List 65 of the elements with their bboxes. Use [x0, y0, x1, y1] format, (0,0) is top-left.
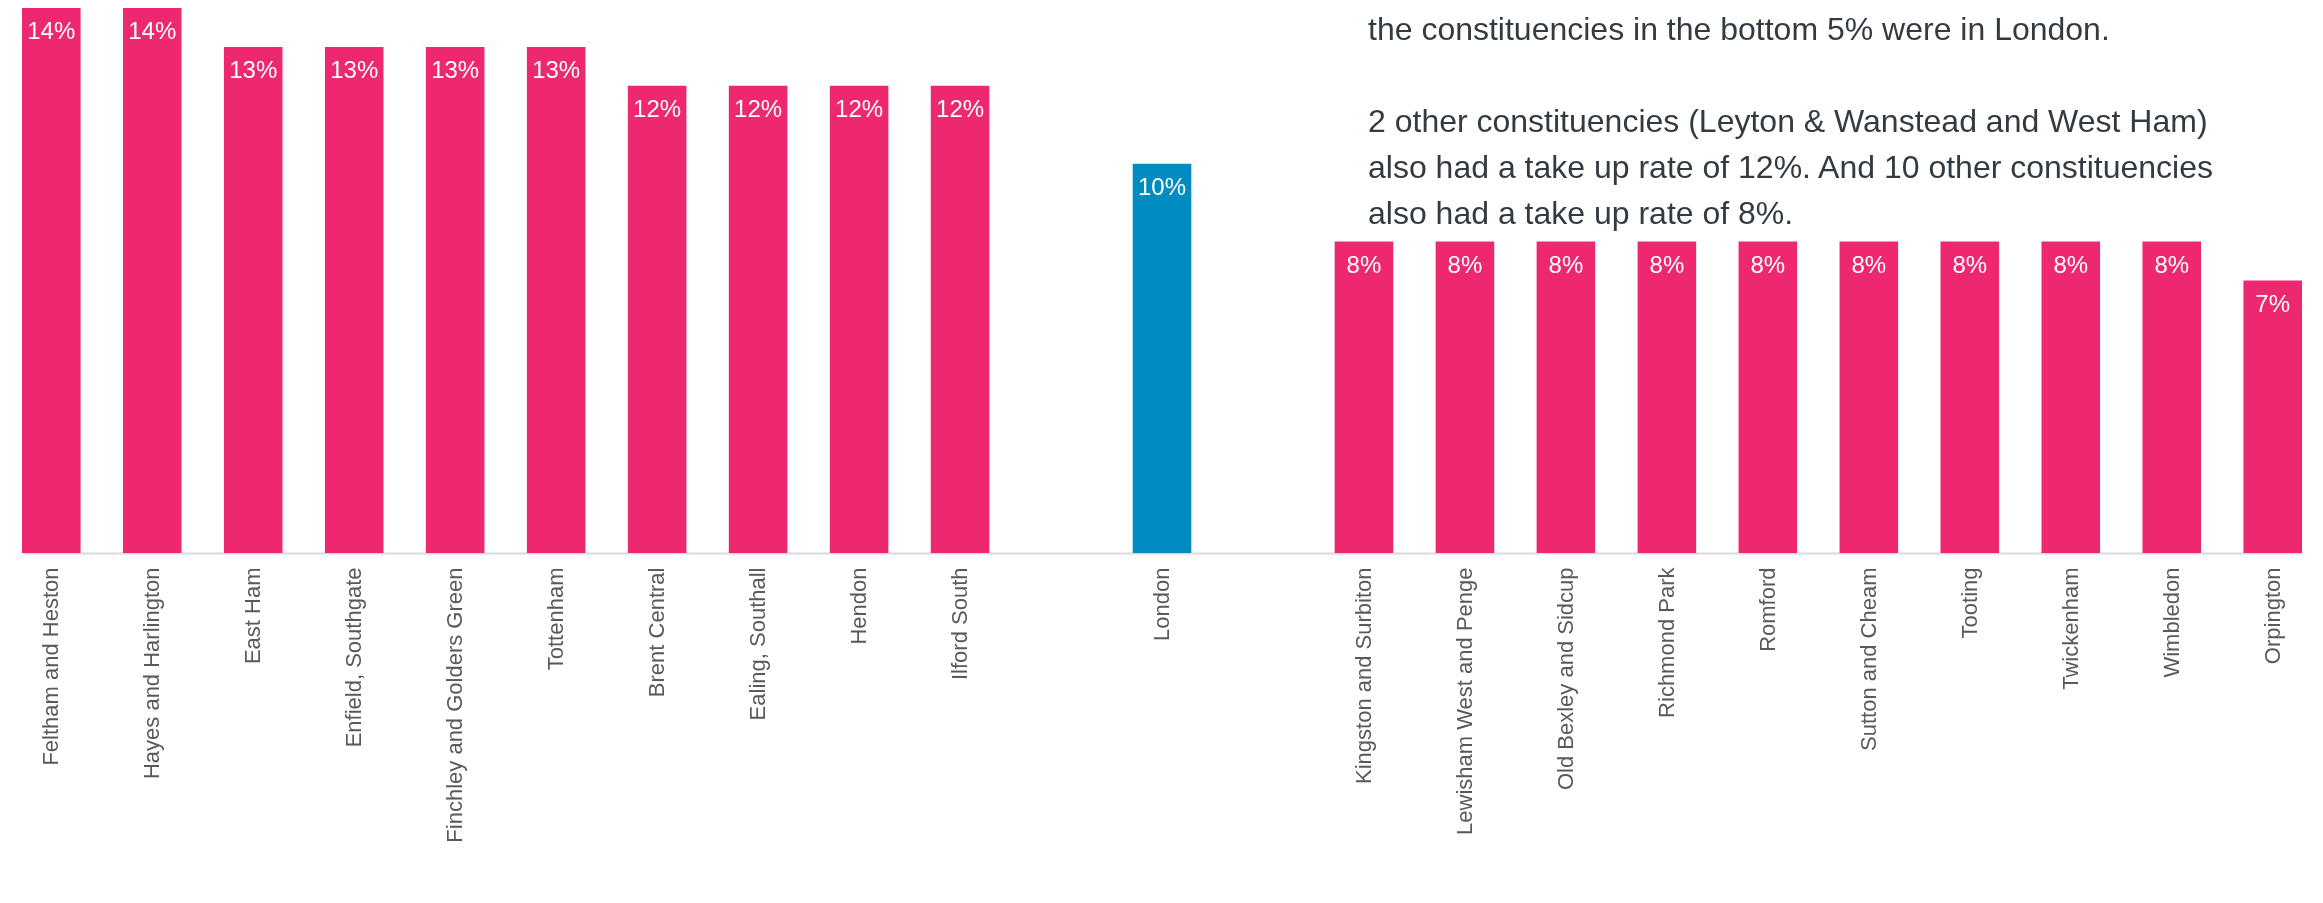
x-tick-label: Tottenham — [543, 567, 569, 671]
data-label: 8% — [1750, 250, 1786, 278]
data-label: 8% — [1952, 250, 1988, 278]
bar — [2142, 241, 2202, 553]
x-tick-label: Twickenham — [2057, 567, 2083, 690]
bar — [1637, 241, 1697, 553]
data-label: 14% — [27, 17, 76, 44]
data-label: 8% — [1346, 250, 1382, 278]
data-label: 13% — [330, 55, 379, 83]
bar — [1940, 241, 2000, 553]
data-label: 13% — [532, 55, 581, 83]
x-tick-label: Ilford South — [947, 567, 973, 681]
data-label: 8% — [1447, 250, 1483, 278]
bar — [1334, 241, 1394, 553]
data-label: 8% — [2154, 250, 2190, 278]
x-tick-label: Feltham and Heston — [38, 567, 64, 766]
x-tick-label: Ealing, Southall — [745, 567, 771, 721]
bar — [2243, 280, 2302, 553]
x-tick-label: Finchley and Golders Green — [442, 567, 468, 843]
x-tick-label: Enfield, Southgate — [341, 567, 367, 748]
data-label: 12% — [734, 94, 783, 122]
data-label: 8% — [1548, 250, 1584, 278]
bar — [425, 46, 485, 553]
x-tick-label: Romford — [1754, 567, 1780, 652]
data-label: 13% — [431, 55, 480, 83]
data-label: 12% — [936, 94, 985, 122]
bar — [1536, 241, 1596, 553]
data-label: 8% — [1851, 250, 1887, 278]
x-tick-label: Orpington — [2259, 567, 2285, 665]
x-tick-label: Richmond Park — [1653, 566, 1679, 718]
bar — [627, 85, 687, 553]
bar — [324, 46, 384, 553]
x-tick-label: East Ham — [240, 567, 266, 665]
bar — [122, 8, 182, 553]
bar — [526, 46, 586, 553]
bar — [223, 46, 283, 553]
x-tick-label: Brent Central — [644, 567, 670, 698]
bar — [930, 85, 990, 553]
annotation: the constituencies in the bottom 5% were in London. — [1368, 10, 2111, 49]
x-tick-label: Old Bexley and Sidcup — [1552, 567, 1578, 791]
x-tick-label: Wimbledon — [2158, 567, 2184, 678]
data-label: 7% — [2255, 289, 2291, 317]
x-tick-label: Sutton and Cheam — [1855, 567, 1881, 751]
x-tick-label: Lewisham West and Penge — [1451, 567, 1477, 835]
bar — [22, 8, 81, 553]
data-label: 12% — [835, 94, 884, 122]
data-label: 8% — [2053, 250, 2089, 278]
bar — [2041, 241, 2101, 553]
data-label: 8% — [1649, 250, 1685, 278]
data-label: 10% — [1137, 172, 1187, 200]
data-label: 13% — [229, 55, 278, 83]
bar — [728, 85, 788, 553]
bar — [829, 85, 889, 553]
annotation: 2 other constituencies (Leyton & Wanstead and West Ham) also had a take up rate of 12%. And 10 other constituencies also had a take up rate of 8%. — [1368, 102, 2214, 233]
bar — [1132, 163, 1192, 553]
bar — [1435, 241, 1495, 553]
x-tick-label: London — [1149, 567, 1174, 641]
x-tick-label: Kingston and Surbiton — [1350, 567, 1376, 784]
data-label: 12% — [633, 94, 682, 122]
data-label: 14% — [128, 17, 177, 44]
x-tick-label: Hayes and Harlington — [139, 567, 165, 780]
x-tick-label: Hendon — [846, 567, 872, 645]
bar — [1839, 241, 1899, 553]
x-tick-label: Tooting — [1956, 567, 1982, 639]
bar — [1738, 241, 1798, 553]
